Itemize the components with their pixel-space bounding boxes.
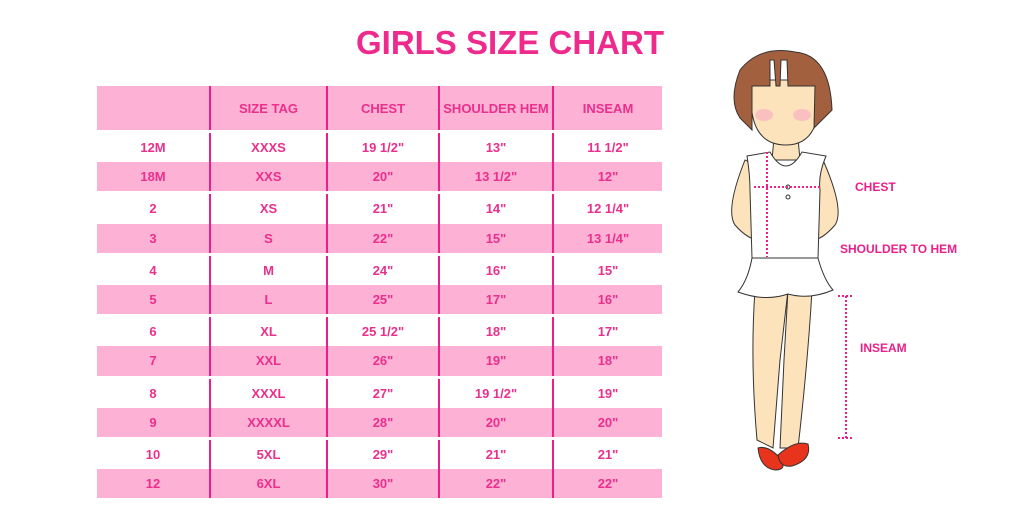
table-cell: 22": [552, 469, 662, 499]
table-cell: 18": [552, 346, 662, 377]
table-cell: 20": [326, 162, 439, 193]
table-cell: 30": [326, 469, 439, 499]
table-cell: XS: [209, 191, 327, 224]
table-row: 10 5XL 29" 21" 21": [97, 436, 662, 470]
table-cell: 21": [326, 191, 439, 224]
table-row: 5 L 25" 17" 16": [97, 284, 662, 316]
table-cell: 9: [97, 407, 210, 439]
page-title: GIRLS SIZE CHART: [355, 24, 664, 61]
table-cell: 2: [97, 191, 210, 224]
button-icon: [785, 194, 791, 200]
table-cell: XXL: [209, 346, 327, 377]
table-cell: 14": [438, 191, 553, 224]
table-row: 9 XXXXL 28" 20" 20": [97, 407, 662, 439]
table-cell: 13 1/2": [438, 162, 553, 193]
table-cell: 18M: [97, 162, 210, 193]
table-row: 3 S 22" 15" 13 1/4": [97, 223, 662, 255]
table-row: 8 XXXL 27" 19 1/2" 19": [97, 375, 662, 408]
size-chart-table: SIZE TAG CHEST SHOULDER HEM INSEAM 12M XX…: [97, 86, 662, 499]
header-size: [97, 86, 210, 132]
table-header-row: SIZE TAG CHEST SHOULDER HEM INSEAM: [97, 86, 662, 132]
table-cell: XXS: [209, 162, 327, 193]
table-cell: 5: [97, 284, 210, 316]
header-chest: CHEST: [326, 86, 439, 132]
table-cell: XXXXL: [209, 407, 327, 439]
table-cell: 20": [438, 407, 553, 439]
table-cell: M: [209, 252, 327, 285]
table-cell: 16": [552, 284, 662, 316]
table-cell: 8: [97, 375, 210, 408]
table-row: 18M XXS 20" 13 1/2" 12": [97, 162, 662, 193]
table-cell: 21": [552, 436, 662, 470]
table-cell: 16": [438, 252, 553, 285]
table-cell: XL: [209, 314, 327, 347]
table-cell: 6XL: [209, 469, 327, 499]
left-shoe: [757, 447, 784, 471]
table-cell: 21": [438, 436, 553, 470]
child-figure-illustration: [731, 49, 852, 471]
table-row: 4 M 24" 16" 15": [97, 252, 662, 285]
table-cell: 15": [438, 223, 553, 255]
table-cell: 12M: [97, 130, 210, 163]
table-cell: 28": [326, 407, 439, 439]
left-leg: [752, 289, 789, 449]
table-cell: 20": [552, 407, 662, 439]
table-row: 6 XL 25 1/2" 18" 17": [97, 314, 662, 347]
table-cell: 11 1/2": [552, 130, 662, 163]
header-shoulder-hem: SHOULDER HEM: [438, 86, 553, 132]
shoulder-to-hem-label: SHOULDER TO HEM: [840, 242, 958, 256]
table-cell: 4: [97, 252, 210, 285]
table-cell: 19 1/2": [438, 375, 553, 408]
top-garment: [746, 151, 827, 259]
table-cell: 18": [438, 314, 553, 347]
table-cell: 17": [438, 284, 553, 316]
table-cell: 19": [552, 375, 662, 408]
table-cell: 12": [552, 162, 662, 193]
table-cell: 10: [97, 436, 210, 470]
table-row: 2 XS 21" 14" 12 1/4": [97, 191, 662, 224]
table-cell: 25 1/2": [326, 314, 439, 347]
table-cell: 19": [438, 346, 553, 377]
right-shoe: [777, 442, 810, 467]
table-cell: 25": [326, 284, 439, 316]
table-cell: 6: [97, 314, 210, 347]
table-row: 7 XXL 26" 19" 18": [97, 346, 662, 377]
table-row: 12M XXXS 19 1/2" 13" 11 1/2": [97, 130, 662, 163]
table-cell: 29": [326, 436, 439, 470]
table-cell: 22": [326, 223, 439, 255]
header-inseam: INSEAM: [552, 86, 662, 132]
chest-label: CHEST: [855, 180, 896, 194]
hair: [733, 49, 833, 132]
table-cell: 13": [438, 130, 553, 163]
table-cell: S: [209, 223, 327, 255]
table-cell: 17": [552, 314, 662, 347]
table-cell: 12 1/4": [552, 191, 662, 224]
header-size-tag: SIZE TAG: [209, 86, 327, 132]
table-cell: 27": [326, 375, 439, 408]
table-cell: 12: [97, 469, 210, 499]
table-cell: 19 1/2": [326, 130, 439, 163]
table-cell: L: [209, 284, 327, 316]
table-cell: 15": [552, 252, 662, 285]
skirt: [737, 257, 834, 298]
table-cell: XXXL: [209, 375, 327, 408]
inseam-label: INSEAM: [860, 341, 907, 355]
table-cell: 7: [97, 346, 210, 377]
right-cheek: [793, 109, 811, 121]
table-cell: 5XL: [209, 436, 327, 470]
left-cheek: [755, 109, 773, 121]
table-cell: XXXS: [209, 130, 327, 163]
table-cell: 22": [438, 469, 553, 499]
table-cell: 3: [97, 223, 210, 255]
table-cell: 24": [326, 252, 439, 285]
table-cell: 13 1/4": [552, 223, 662, 255]
table-cell: 26": [326, 346, 439, 377]
table-row: 12 6XL 30" 22" 22": [97, 469, 662, 499]
